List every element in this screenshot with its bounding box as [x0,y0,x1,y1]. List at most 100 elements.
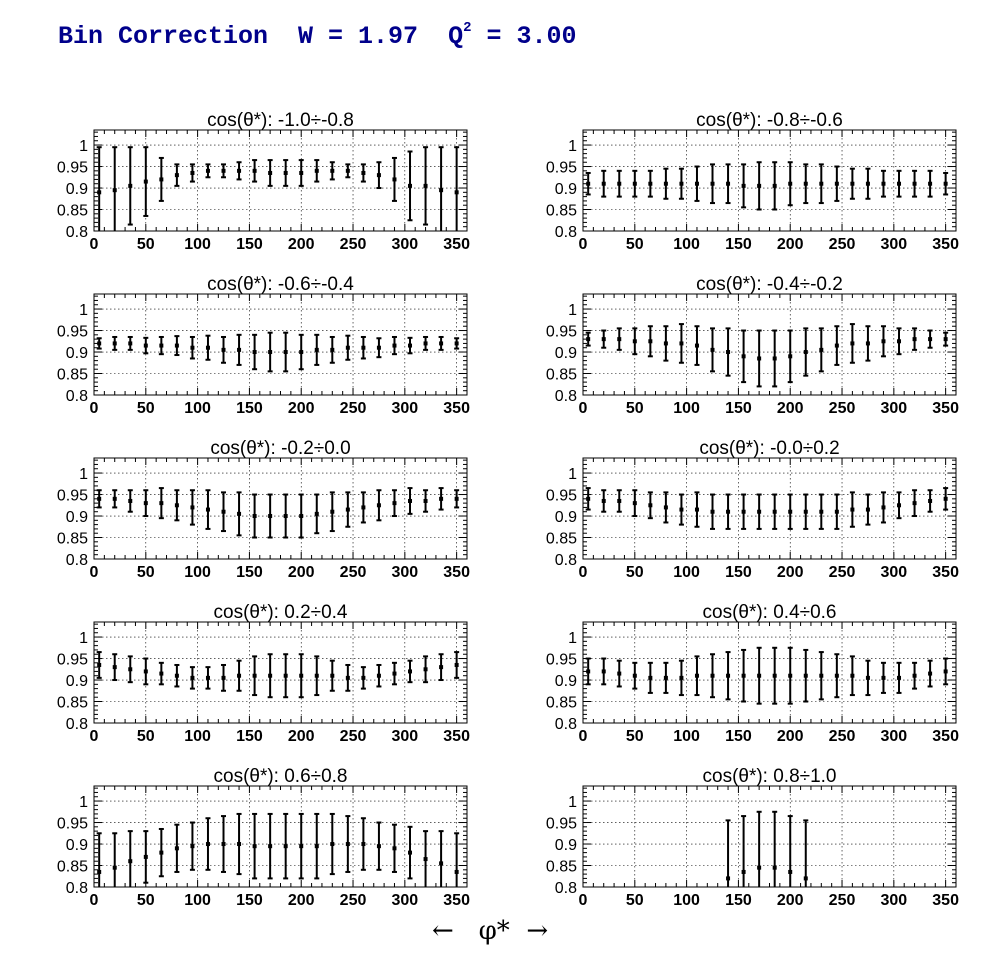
data-point [345,507,350,512]
data-point [741,869,746,874]
data-point [205,168,210,173]
data-point [283,170,288,175]
data-point [710,673,715,678]
y-tick-label: 1 [79,794,88,811]
y-tick-label: 0.95 [57,488,88,505]
data-point [710,509,715,514]
data-point [648,339,653,344]
x-tick-label: 100 [673,564,700,581]
data-point [819,347,824,352]
data-point [586,337,591,342]
data-point [788,509,793,514]
data-point [330,673,335,678]
data-point [834,673,839,678]
data-point [268,170,273,175]
data-point [159,343,164,348]
data-point [632,181,637,186]
y-tick-label: 1 [568,466,577,483]
x-tick-label: 300 [391,236,418,253]
data-point [772,183,777,188]
y-tick-label: 0.85 [546,859,577,876]
panel: 0 50 100 150 200 250 300 350 0.8 0.85 0.9 0.95 1 cos(… [546,110,959,253]
data-point [221,509,226,514]
data-point [881,675,886,680]
x-tick-label: 150 [236,400,263,417]
x-tick-label: 100 [184,400,211,417]
data-point [881,181,886,186]
y-tick-label: 0.8 [66,880,88,897]
data-point [97,869,102,874]
data-point [741,354,746,359]
y-tick-label: 0.9 [66,673,88,690]
x-tick-label: 150 [236,564,263,581]
data-point [97,662,102,667]
x-tick-label: 0 [90,236,99,253]
data-point [726,350,731,355]
data-point [897,503,902,508]
y-tick-label: 0.85 [546,531,577,548]
data-point [788,673,793,678]
x-tick-label: 350 [443,236,470,253]
data-point [330,168,335,173]
data-point [376,844,381,849]
data-point [97,496,102,501]
data-point [345,345,350,350]
y-tick-label: 0.8 [555,388,577,405]
y-tick-label: 1 [79,630,88,647]
data-point [601,181,606,186]
data-point [361,505,366,510]
panel-title: cos(θ*): 0.2÷0.4 [214,602,348,623]
x-tick-label: 0 [579,236,588,253]
data-point [834,509,839,514]
y-tick-label: 0.9 [66,509,88,526]
x-tick-label: 100 [184,564,211,581]
data-point [237,347,242,352]
x-tick-label: 100 [673,400,700,417]
data-point [632,501,637,506]
x-tick-label: 250 [829,400,856,417]
data-point [679,341,684,346]
panel: 0 50 100 150 200 250 300 350 0.8 0.85 0.9 0.95 1 cos(… [57,438,470,581]
x-tick-label: 100 [673,236,700,253]
data-point [617,498,622,503]
panel: 0 50 100 150 200 250 300 350 0.8 0.85 0.9 0.95 1 cos(… [546,438,959,581]
panel-title: cos(θ*): -0.8÷-0.6 [696,110,843,131]
data-point [586,496,591,501]
data-point [694,507,699,512]
data-point [454,496,459,501]
y-tick-label: 1 [568,630,577,647]
data-point [741,183,746,188]
data-point [912,337,917,342]
x-tick-label: 300 [391,892,418,909]
right-arrow: → [526,916,549,946]
data-point [392,501,397,506]
y-tick-label: 0.95 [546,160,577,177]
x-tick-label: 200 [777,564,804,581]
data-point [772,356,777,361]
x-tick-label: 200 [777,892,804,909]
title-prefix: Bin Correction W = 1.97 Q [58,22,464,51]
data-point [850,673,855,678]
data-point [299,844,304,849]
data-point [221,842,226,847]
x-tick-label: 200 [777,400,804,417]
data-point [159,177,164,182]
data-point [174,846,179,851]
x-tick-label: 300 [391,400,418,417]
data-point [283,350,288,355]
x-tick-label: 0 [579,728,588,745]
data-point [361,170,366,175]
data-point [601,337,606,342]
data-point [439,496,444,501]
data-point [757,673,762,678]
data-point [679,675,684,680]
data-point [221,347,226,352]
data-point [726,509,731,514]
data-point [112,665,117,670]
x-tick-label: 250 [340,236,367,253]
y-tick-label: 0.8 [66,224,88,241]
x-tick-label: 150 [725,564,752,581]
data-point [912,673,917,678]
data-point [237,673,242,678]
panel: 0 50 100 150 200 250 300 350 0.8 0.85 0.9 0.95 1 cos(… [57,766,470,909]
